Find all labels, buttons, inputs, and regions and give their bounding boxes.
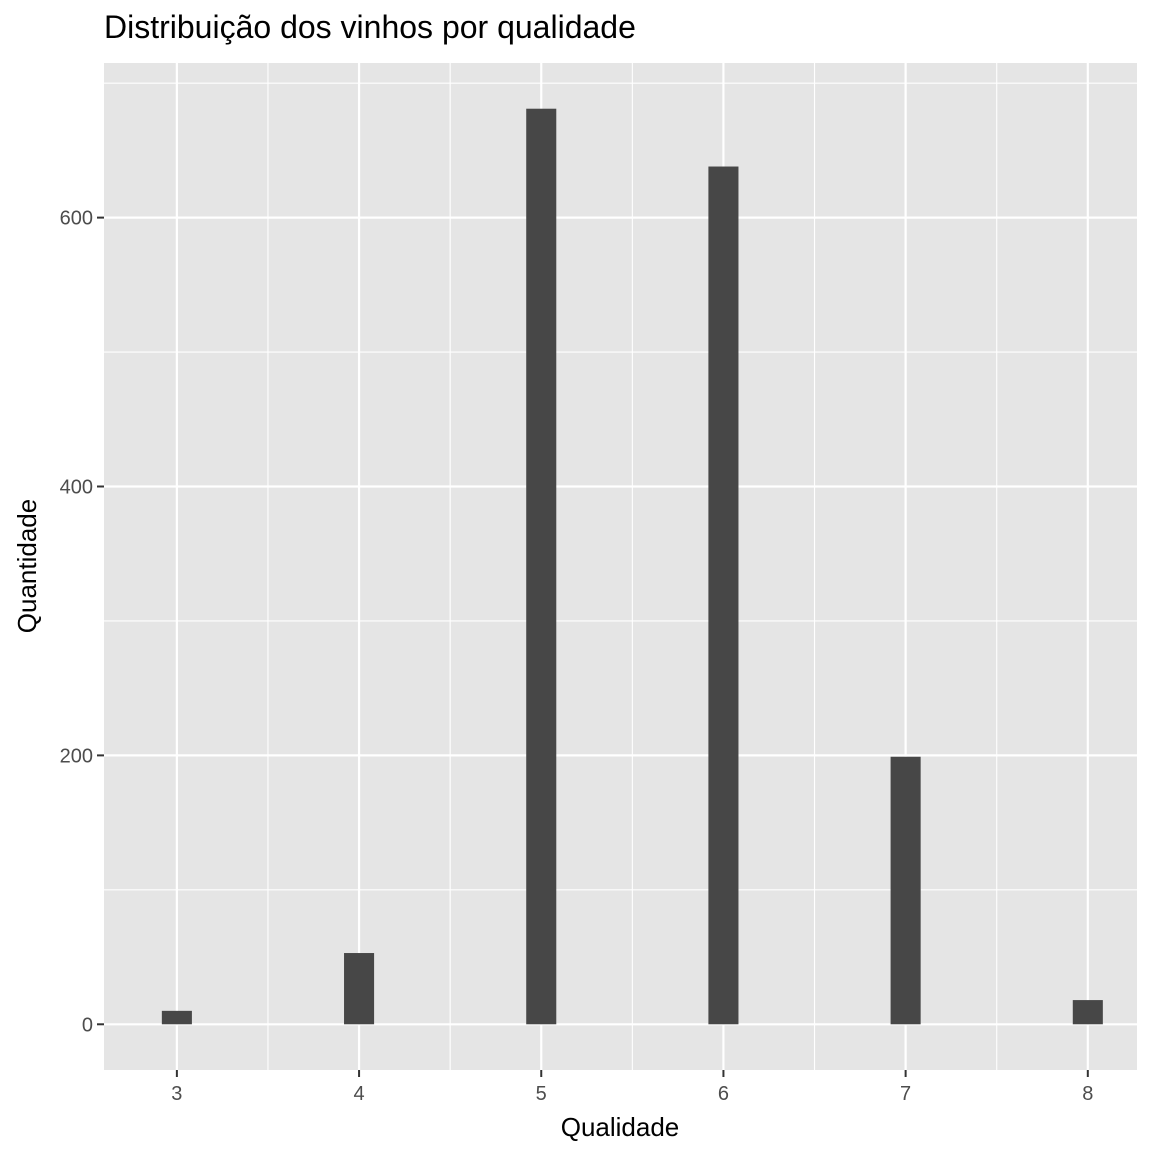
x-tick-label: 8 <box>1082 1083 1093 1105</box>
y-axis-title: Quantidade <box>12 499 42 633</box>
y-tick-label: 200 <box>60 745 93 767</box>
chart-title: Distribuição dos vinhos por qualidade <box>104 9 636 45</box>
x-tick-label: 4 <box>353 1083 364 1105</box>
y-tick-label: 400 <box>60 477 93 499</box>
x-tick-label: 6 <box>718 1083 729 1105</box>
bar-quality-6 <box>708 166 739 1025</box>
y-axis: 0 200 400 600 <box>60 208 104 1036</box>
x-axis-title: Qualidade <box>561 1112 680 1142</box>
bar-quality-8 <box>1072 1000 1103 1025</box>
bar-quality-5 <box>526 108 557 1025</box>
x-tick-label: 7 <box>900 1083 911 1105</box>
y-tick-label: 0 <box>82 1014 93 1036</box>
bar-quality-7 <box>890 756 921 1025</box>
bars <box>161 108 1103 1025</box>
y-tick-label: 600 <box>60 208 93 230</box>
bar-quality-3 <box>161 1010 192 1025</box>
plot-panel <box>104 63 1137 1070</box>
minor-gridlines <box>104 63 1137 1070</box>
bar-quality-4 <box>344 953 375 1025</box>
x-tick-label: 3 <box>171 1083 182 1105</box>
x-tick-label: 5 <box>536 1083 547 1105</box>
x-axis: 3 4 5 6 7 8 <box>171 1070 1093 1105</box>
